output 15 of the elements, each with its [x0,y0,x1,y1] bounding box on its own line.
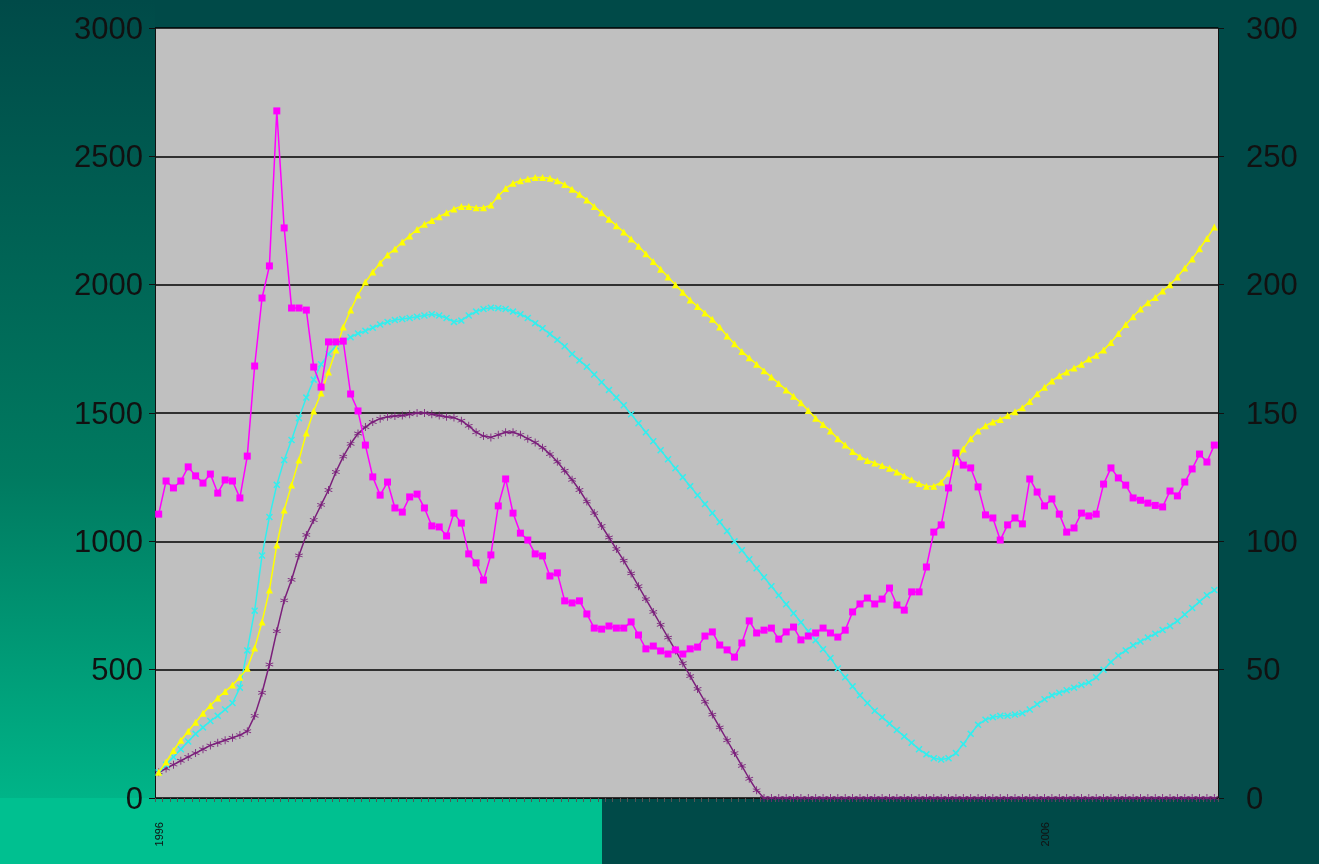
y-tick-label: 3000 [74,10,143,46]
y2-tick-label: 200 [1246,267,1298,303]
y-tick-label: 2000 [74,267,143,303]
y-tick-label: 2500 [74,138,143,174]
y-tick-label: 1000 [74,523,143,559]
y2-tick-label: 250 [1246,138,1298,174]
y2-tick-label: 150 [1246,395,1298,431]
y-tick-label: 0 [125,780,143,816]
y2-tick-label: 100 [1246,523,1298,559]
y-tick-label: 1500 [74,395,143,431]
x-tick-label: 1996 [152,822,165,847]
y2-tick-label: 0 [1246,780,1264,816]
y2-tick-label: 50 [1246,652,1281,688]
y2-tick-label: 300 [1246,10,1298,46]
y-tick-label: 500 [91,652,143,688]
